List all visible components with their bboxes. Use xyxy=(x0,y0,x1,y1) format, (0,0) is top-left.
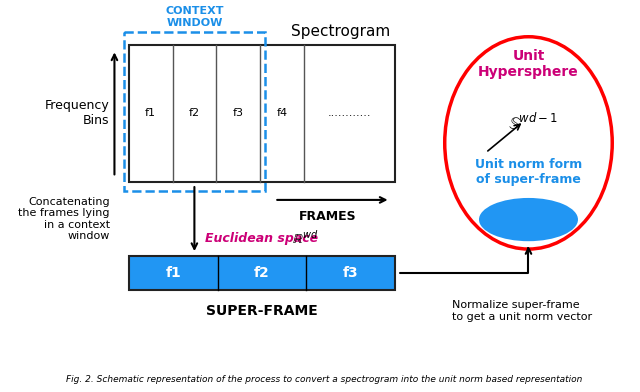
Ellipse shape xyxy=(445,37,612,249)
Ellipse shape xyxy=(479,198,578,241)
Text: Frequency
Bins: Frequency Bins xyxy=(45,100,109,127)
Text: f3: f3 xyxy=(343,266,358,280)
Text: Normalize super-frame
to get a unit norm vector: Normalize super-frame to get a unit norm… xyxy=(452,300,593,322)
Text: f3: f3 xyxy=(233,109,244,118)
Text: Spectrogram: Spectrogram xyxy=(291,24,390,39)
Bar xyxy=(129,45,396,182)
Text: $\mathbb{S}^{wd-1}$: $\mathbb{S}^{wd-1}$ xyxy=(508,113,558,134)
Text: Unit
Hypersphere: Unit Hypersphere xyxy=(478,49,579,79)
Text: ............: ............ xyxy=(328,109,371,118)
Bar xyxy=(124,32,265,191)
Text: Fig. 2. Schematic representation of the process to convert a spectrogram into th: Fig. 2. Schematic representation of the … xyxy=(66,375,582,384)
Text: Euclidean space: Euclidean space xyxy=(205,232,323,245)
Text: $\mathbb{R}^{wd}$: $\mathbb{R}^{wd}$ xyxy=(292,229,319,247)
Text: FRAMES: FRAMES xyxy=(299,210,356,223)
Bar xyxy=(129,256,396,290)
Text: Concatenating
the frames lying
in a context
window: Concatenating the frames lying in a cont… xyxy=(18,197,109,241)
Text: f1: f1 xyxy=(165,266,181,280)
Text: SUPER-FRAME: SUPER-FRAME xyxy=(206,304,318,318)
Text: f1: f1 xyxy=(145,109,156,118)
Text: Unit norm form
of super-frame: Unit norm form of super-frame xyxy=(475,158,582,186)
Text: f4: f4 xyxy=(276,109,287,118)
Text: f2: f2 xyxy=(189,109,200,118)
Text: CONTEXT
WINDOW: CONTEXT WINDOW xyxy=(165,6,223,28)
Text: f2: f2 xyxy=(254,266,270,280)
